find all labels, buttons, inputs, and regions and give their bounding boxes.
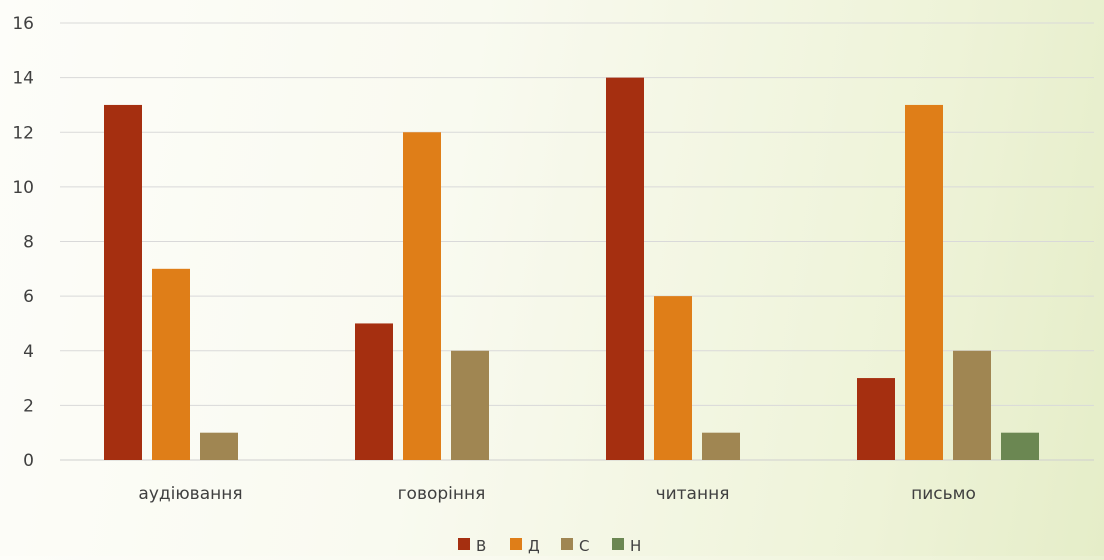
y-tick-label: 14: [12, 69, 34, 89]
bar-Н-письмо: [1001, 432, 1039, 460]
legend-label-Д: Д: [528, 537, 540, 555]
legend-label-С: С: [579, 537, 589, 555]
x-category-label: письмо: [911, 484, 976, 504]
y-tick-label: 16: [12, 14, 34, 34]
y-tick-label: 8: [23, 233, 34, 253]
legend-swatch-Д: [510, 538, 522, 550]
legend-swatch-В: [458, 538, 470, 550]
gridlines: [60, 22, 1094, 461]
x-category-label: аудіювання: [138, 484, 242, 504]
y-tick-label: 2: [23, 396, 34, 416]
bar-В-письмо: [857, 378, 895, 460]
legend-swatch-С: [561, 538, 573, 550]
bar-Д-аудіювання: [152, 268, 190, 460]
y-axis-ticks: 0 2 4 6 8 10 12 14 16: [12, 14, 34, 471]
y-tick-label: 0: [23, 451, 34, 471]
bar-С-аудіювання: [200, 432, 238, 460]
bar-С-читання: [702, 432, 740, 460]
y-tick-label: 4: [23, 342, 34, 362]
bar-С-письмо: [953, 350, 991, 460]
y-tick-label: 6: [23, 287, 34, 307]
bar-В-читання: [606, 77, 644, 460]
bar-Д-письмо: [905, 104, 943, 460]
bars: [104, 77, 1039, 460]
bar-Д-говоріння: [403, 132, 441, 460]
bar-В-говоріння: [355, 323, 393, 460]
legend-swatch-Н: [612, 538, 624, 550]
x-axis-categories: аудіювання говоріння читання письмо: [138, 484, 975, 504]
x-category-label: говоріння: [398, 484, 486, 504]
bar-В-аудіювання: [104, 104, 142, 460]
x-category-label: читання: [656, 484, 730, 504]
y-tick-label: 12: [12, 123, 34, 143]
bar-С-говоріння: [451, 350, 489, 460]
bar-Д-читання: [654, 296, 692, 460]
legend-label-В: В: [476, 537, 486, 555]
legend-label-Н: Н: [630, 537, 641, 555]
y-tick-label: 10: [12, 178, 34, 198]
